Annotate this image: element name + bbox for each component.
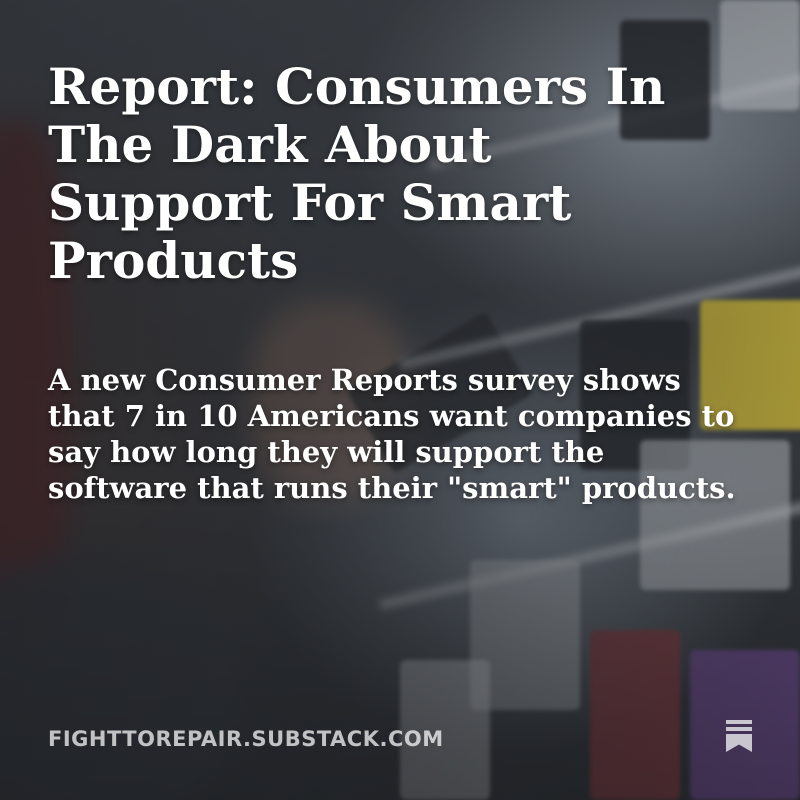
substack-bookmark-icon	[726, 720, 752, 752]
source-url: FIGHTTOREPAIR.SUBSTACK.COM	[48, 727, 444, 751]
subheadline: A new Consumer Reports survey shows that…	[48, 363, 736, 505]
headline: Report: Consumers In The Dark About Supp…	[48, 57, 666, 290]
